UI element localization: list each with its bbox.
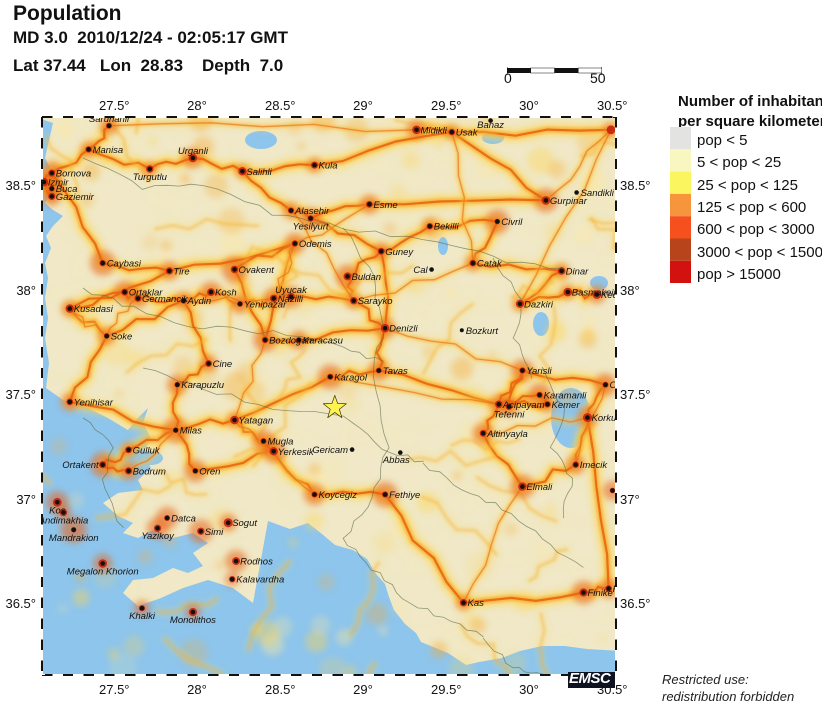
svg-text:Rodhos: Rodhos — [240, 557, 273, 568]
svg-text:Khalki: Khalki — [129, 611, 156, 622]
svg-text:Sarayko: Sarayko — [358, 296, 393, 307]
svg-text:Monolithos: Monolithos — [170, 615, 216, 626]
svg-text:Esme: Esme — [373, 200, 397, 211]
svg-text:Sogut: Sogut — [232, 518, 257, 529]
svg-text:Kemer: Kemer — [552, 400, 581, 411]
svg-text:Bodrum: Bodrum — [133, 466, 166, 477]
svg-text:Kosh: Kosh — [215, 288, 237, 299]
svg-text:Kumluc: Kumluc — [613, 584, 615, 595]
svg-text:Tefenni: Tefenni — [494, 410, 526, 421]
svg-text:Altinyayla: Altinyayla — [486, 429, 528, 440]
svg-text:Elmali: Elmali — [526, 482, 553, 493]
svg-text:Saruhanli: Saruhanli — [89, 118, 130, 125]
svg-text:Uyucak: Uyucak — [275, 285, 308, 296]
svg-text:Oren: Oren — [199, 466, 220, 477]
svg-text:Usak: Usak — [456, 128, 479, 139]
svg-text:Kusadasi: Kusadasi — [74, 304, 114, 315]
svg-text:Yerkesik: Yerkesik — [278, 447, 315, 458]
svg-text:Camolu: Camolu — [610, 380, 616, 391]
svg-text:Ortakent: Ortakent — [62, 460, 99, 471]
svg-text:Yarisli: Yarisli — [526, 366, 552, 377]
svg-text:Manisa: Manisa — [93, 145, 124, 156]
svg-text:Kula: Kula — [319, 161, 338, 172]
svg-text:Andimakhia: Andimakhia — [43, 516, 88, 527]
svg-text:Urganli: Urganli — [178, 146, 209, 157]
svg-text:Imecik: Imecik — [580, 460, 609, 471]
svg-text:Gulluk: Gulluk — [133, 445, 161, 456]
svg-text:Simi: Simi — [205, 527, 224, 538]
svg-text:Gericam: Gericam — [312, 445, 348, 456]
svg-text:Basmakeir: Basmakeir — [572, 288, 615, 299]
svg-text:Caybasi: Caybasi — [107, 259, 142, 270]
svg-text:Bozkurt: Bozkurt — [466, 326, 499, 337]
svg-text:Gaziemir: Gaziemir — [56, 192, 95, 203]
svg-text:Yazikoy: Yazikoy — [141, 531, 175, 542]
svg-text:Yenihisar: Yenihisar — [74, 397, 114, 408]
svg-text:Catak: Catak — [477, 259, 503, 270]
svg-text:Dinar: Dinar — [566, 266, 590, 277]
svg-text:Tavas: Tavas — [383, 366, 408, 377]
svg-text:Mandrakion: Mandrakion — [49, 533, 99, 544]
svg-text:Milas: Milas — [180, 426, 202, 437]
svg-text:Karagol: Karagol — [334, 372, 368, 383]
svg-text:Fethiye: Fethiye — [389, 490, 420, 501]
svg-text:Yatagan: Yatagan — [239, 416, 274, 427]
svg-text:Bekilli: Bekilli — [434, 222, 460, 233]
svg-text:Tire: Tire — [173, 266, 189, 277]
svg-text:Korkuteli: Korkuteli — [592, 413, 616, 424]
svg-text:Dazkiri: Dazkiri — [524, 299, 554, 310]
svg-text:Abbas: Abbas — [382, 455, 410, 466]
svg-text:Ovakent: Ovakent — [239, 265, 275, 276]
svg-text:Bozdogan: Bozdogan — [269, 336, 312, 347]
svg-text:Midikli: Midikli — [421, 125, 448, 136]
svg-text:Datca: Datca — [171, 514, 196, 525]
svg-text:Yenipazar: Yenipazar — [244, 299, 287, 310]
svg-text:Aydin: Aydin — [187, 296, 212, 307]
svg-text:Turgutlu: Turgutlu — [133, 172, 168, 183]
svg-text:Cine: Cine — [213, 359, 233, 370]
svg-text:Yesilyurt: Yesilyurt — [293, 221, 329, 232]
svg-text:Megalon Khorion: Megalon Khorion — [67, 567, 139, 578]
svg-text:Odemis: Odemis — [299, 239, 332, 250]
svg-text:Buldan: Buldan — [352, 272, 382, 283]
svg-text:Cal: Cal — [413, 265, 428, 276]
svg-text:Alasehir: Alasehir — [294, 206, 330, 217]
svg-text:Finike: Finike — [588, 588, 613, 599]
svg-text:Banaz: Banaz — [477, 120, 504, 131]
svg-text:Soke: Soke — [111, 332, 133, 343]
svg-text:Civril: Civril — [501, 217, 523, 228]
svg-text:Sandikli: Sandikli — [581, 188, 615, 199]
svg-text:Koycegiz: Koycegiz — [319, 490, 358, 501]
svg-text:Salihli: Salihli — [246, 167, 272, 178]
svg-text:Guney: Guney — [385, 247, 414, 258]
svg-text:Denizli: Denizli — [389, 324, 418, 335]
svg-text:Kas: Kas — [468, 598, 485, 609]
svg-text:Karapuzlu: Karapuzlu — [181, 380, 224, 391]
svg-text:Kalavardha: Kalavardha — [236, 575, 284, 586]
